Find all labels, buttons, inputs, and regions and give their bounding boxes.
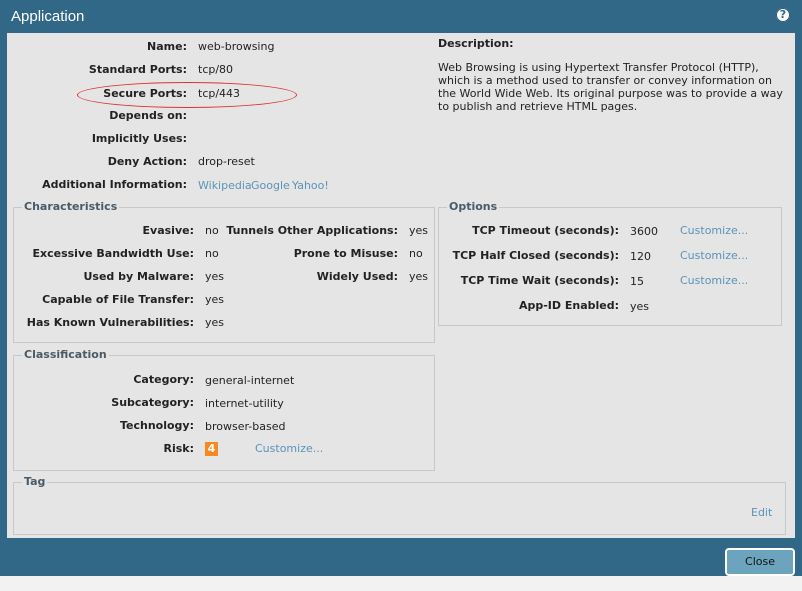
close-button[interactable]: Close xyxy=(725,548,795,576)
risk-label: Risk: xyxy=(163,442,194,455)
characteristics-group: Characteristics xyxy=(13,200,435,343)
category-label: Category: xyxy=(133,373,194,386)
tunnels-value: yes xyxy=(409,224,429,237)
tcp-half-closed-value: 120 xyxy=(630,250,651,263)
tcp-timeout-label: TCP Timeout (seconds): xyxy=(472,224,619,237)
wikipedia-link[interactable]: Wikipedia xyxy=(198,179,252,192)
vulnerabilities-value: yes xyxy=(205,316,225,329)
dialog-title: Application xyxy=(11,8,85,25)
secure-ports-value: tcp/443 xyxy=(198,87,241,100)
classification-title: Classification xyxy=(22,348,109,361)
vulnerabilities-label: Has Known Vulnerabilities: xyxy=(26,316,194,329)
tcp-time-wait-customize-link[interactable]: Customize... xyxy=(680,274,749,287)
deny-action-value: drop-reset xyxy=(198,155,255,168)
options-title: Options xyxy=(447,200,500,213)
widely-used-value: yes xyxy=(409,270,429,283)
tcp-half-closed-label: TCP Half Closed (seconds): xyxy=(452,249,619,262)
description-text: Web Browsing is using Hypertext Transfer… xyxy=(438,61,783,113)
tcp-time-wait-value: 15 xyxy=(630,275,644,288)
widely-used-label: Widely Used: xyxy=(316,270,398,283)
google-link[interactable]: Google xyxy=(251,179,290,192)
app-id-enabled-label: App-ID Enabled: xyxy=(518,299,619,312)
characteristics-title: Characteristics xyxy=(22,200,120,213)
additional-info-label: Additional Information: xyxy=(42,178,187,191)
subcategory-label: Subcategory: xyxy=(111,396,194,409)
tag-title: Tag xyxy=(22,475,48,488)
deny-action-label: Deny Action: xyxy=(107,155,187,168)
options-group: Options xyxy=(438,200,782,326)
standard-ports-label: Standard Ports: xyxy=(88,63,187,76)
help-icon[interactable]: ? xyxy=(776,8,790,22)
application-dialog: Application ? Name: web-browsing Standar… xyxy=(0,0,802,576)
standard-ports-value: tcp/80 xyxy=(198,63,234,76)
prone-to-misuse-value: no xyxy=(409,247,423,260)
evasive-value: no xyxy=(205,224,219,237)
yahoo-link[interactable]: Yahoo! xyxy=(292,179,329,192)
tag-edit-link[interactable]: Edit xyxy=(751,506,773,519)
tag-group: Tag xyxy=(13,475,786,535)
depends-on-label: Depends on: xyxy=(109,109,187,122)
secure-ports-label: Secure Ports: xyxy=(103,87,187,100)
file-transfer-value: yes xyxy=(205,293,225,306)
classification-group: Classification xyxy=(13,348,435,471)
used-by-malware-value: yes xyxy=(205,270,225,283)
tcp-timeout-customize-link[interactable]: Customize... xyxy=(680,224,749,237)
app-id-enabled-value: yes xyxy=(630,300,650,313)
tcp-time-wait-label: TCP Time Wait (seconds): xyxy=(460,274,619,287)
description-label: Description: xyxy=(438,37,514,50)
category-value: general-internet xyxy=(205,374,295,387)
risk-badge: 4 xyxy=(205,442,218,456)
tcp-timeout-value: 3600 xyxy=(630,225,658,238)
excessive-bandwidth-value: no xyxy=(205,247,219,260)
risk-customize-link[interactable]: Customize... xyxy=(255,442,324,455)
excessive-bandwidth-label: Excessive Bandwidth Use: xyxy=(32,247,195,260)
dialog-body: Name: web-browsing Standard Ports: tcp/8… xyxy=(7,33,795,538)
name-value: web-browsing xyxy=(198,40,275,53)
tcp-half-closed-customize-link[interactable]: Customize... xyxy=(680,249,749,262)
file-transfer-label: Capable of File Transfer: xyxy=(42,293,194,306)
evasive-label: Evasive: xyxy=(142,224,194,237)
tunnels-label: Tunnels Other Applications: xyxy=(226,224,398,237)
technology-label: Technology: xyxy=(119,419,194,432)
technology-value: browser-based xyxy=(205,420,286,433)
implicitly-uses-label: Implicitly Uses: xyxy=(91,132,187,145)
name-label: Name: xyxy=(147,40,187,53)
subcategory-value: internet-utility xyxy=(205,397,284,410)
highlight-ellipse xyxy=(77,82,297,108)
used-by-malware-label: Used by Malware: xyxy=(83,270,194,283)
prone-to-misuse-label: Prone to Misuse: xyxy=(293,247,398,260)
